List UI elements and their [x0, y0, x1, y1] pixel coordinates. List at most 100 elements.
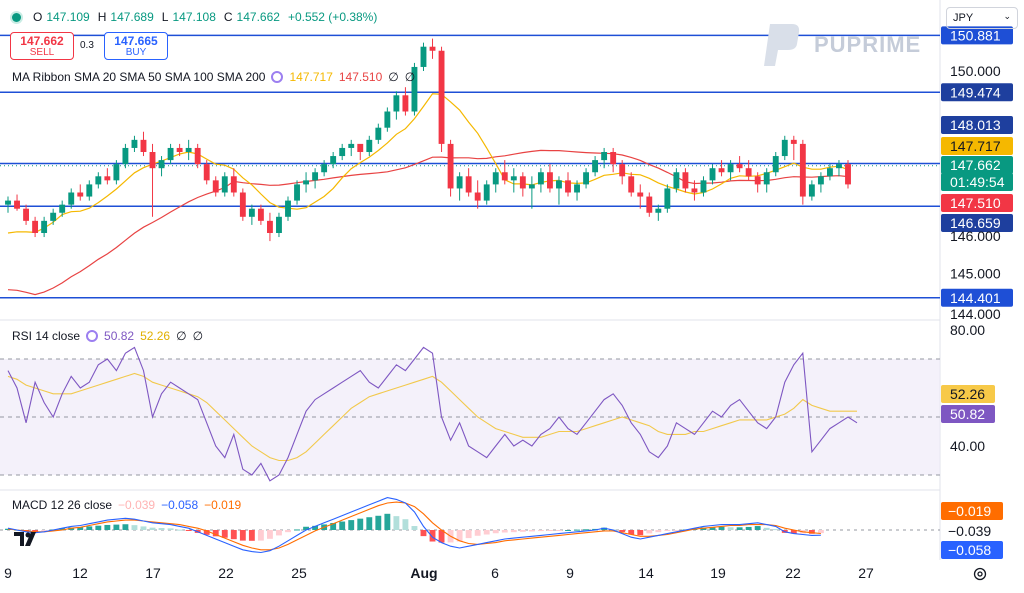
macd-histogram-bar — [384, 513, 391, 530]
candle-body — [537, 172, 544, 185]
price-axis-tag-label: 150.881 — [950, 27, 1001, 43]
time-axis-label: 19 — [710, 565, 726, 581]
price-axis-tag — [941, 214, 1013, 232]
macd-histogram-bar — [32, 530, 39, 532]
candle-body — [95, 176, 102, 185]
change-value: +0.552 (+0.38%) — [287, 10, 378, 24]
macd-line — [7, 497, 821, 554]
candle-body — [745, 168, 752, 177]
price-axis-label: 150.000 — [950, 63, 1001, 79]
time-axis-label: Aug — [410, 565, 437, 581]
candle-body — [790, 139, 797, 144]
price-axis-tag — [941, 26, 1013, 45]
gear-icon[interactable] — [972, 566, 988, 582]
price-axis-label: 146.000 — [950, 228, 1001, 244]
candle-body — [619, 164, 626, 177]
macd-histogram-bar — [185, 530, 192, 531]
close-label: C — [223, 10, 233, 24]
candle-body — [68, 192, 75, 205]
candle-body — [682, 172, 689, 189]
candle-body — [836, 164, 842, 169]
macd-histogram-bar — [77, 527, 84, 530]
close-value: 147.662 — [236, 10, 280, 24]
candle-body — [474, 192, 481, 201]
macd-histogram-bar — [772, 529, 779, 531]
candle-body — [456, 176, 463, 189]
macd-histogram-bar — [664, 530, 671, 531]
candle-body — [239, 192, 246, 217]
macd-histogram-bar — [736, 527, 743, 530]
macd-histogram-bar — [483, 530, 490, 535]
buy-button[interactable]: 147.665 BUY — [104, 32, 168, 60]
price-axis-tag — [941, 288, 1013, 307]
candle-body — [294, 184, 300, 201]
macd-histogram-bar — [673, 530, 680, 531]
candle-body — [574, 184, 580, 193]
hidden-value-icon: ∅ — [388, 70, 399, 84]
open-value: 147.109 — [46, 10, 90, 24]
macd-histogram-bar — [59, 528, 66, 530]
market-status-icon — [12, 12, 21, 22]
candle-body — [23, 208, 29, 221]
sma-slow-line — [7, 149, 849, 296]
macd-axis-tag-label: −0.039 — [948, 523, 991, 539]
candle-body — [691, 188, 698, 193]
candle-body — [366, 139, 373, 152]
macd-axis-tag — [941, 502, 1003, 520]
macd-histogram-bar — [619, 530, 626, 532]
candle-body — [628, 176, 635, 193]
macd-histogram-bar — [655, 530, 662, 533]
macd-histogram-bar — [131, 525, 138, 530]
macd-histogram-bar — [203, 530, 210, 535]
candle-body — [303, 180, 309, 185]
chevron-down-icon: ⌄ — [1003, 11, 1011, 21]
macd-histogram-bar — [221, 530, 228, 538]
rsi-axis-label: 40.00 — [950, 438, 985, 454]
macd-axis-tag-label: −0.058 — [948, 542, 991, 558]
macd-histogram-bar — [149, 527, 156, 530]
price-axis-tag-label: 148.013 — [950, 117, 1001, 133]
currency-select[interactable]: JPY ⌄ — [946, 7, 1018, 29]
price-axis-tag — [941, 116, 1013, 134]
candle-body — [212, 180, 219, 193]
macd-histogram-bar — [104, 524, 111, 530]
macd-histogram-bar — [248, 530, 255, 541]
candle-body — [375, 127, 382, 140]
macd-histogram-bar — [339, 521, 346, 530]
macd-histogram-bar — [212, 530, 219, 537]
candle-body — [510, 176, 517, 181]
macd-histogram-bar — [808, 530, 815, 534]
open-label: O — [33, 10, 43, 24]
price-axis-label: 145.000 — [950, 266, 1001, 282]
macd-histogram-bar — [727, 527, 734, 530]
candle-body — [827, 168, 833, 177]
macd-legend[interactable]: MACD 12 26 close −0.039 −0.058 −0.019 — [12, 498, 241, 512]
macd-histogram-bar — [239, 530, 246, 541]
candle-body — [194, 147, 201, 165]
indicator-settings-icon[interactable] — [86, 330, 99, 342]
rsi-legend[interactable]: RSI 14 close 50.82 52.26 ∅ ∅ — [12, 329, 203, 343]
indicator-settings-icon[interactable] — [271, 71, 284, 83]
candle-body — [276, 216, 282, 233]
macd-histogram-bar — [474, 530, 481, 536]
candle-body — [14, 200, 20, 209]
candle-body — [411, 66, 418, 112]
candle-body — [501, 172, 508, 181]
macd-histogram-bar — [519, 530, 526, 532]
hidden-value-icon: ∅ — [176, 329, 187, 343]
ma-ribbon-legend[interactable]: MA Ribbon SMA 20 SMA 50 SMA 100 SMA 200 … — [12, 70, 415, 84]
rsi-axis-label: 80.00 — [950, 322, 985, 338]
sell-button[interactable]: 147.662 SELL — [10, 32, 74, 60]
time-axis-label: 25 — [291, 565, 307, 581]
candle-body — [429, 46, 436, 51]
candle-body — [131, 139, 138, 148]
macd-histogram-bar — [510, 530, 517, 533]
time-axis-label: 22 — [785, 565, 801, 581]
candle-body — [556, 180, 562, 189]
macd-histogram-bar — [492, 530, 499, 534]
rsi-line — [7, 346, 858, 482]
time-axis-label: 27 — [858, 565, 874, 581]
price-axis-label: 144.000 — [950, 306, 1001, 322]
macd-histogram-bar — [113, 524, 120, 530]
